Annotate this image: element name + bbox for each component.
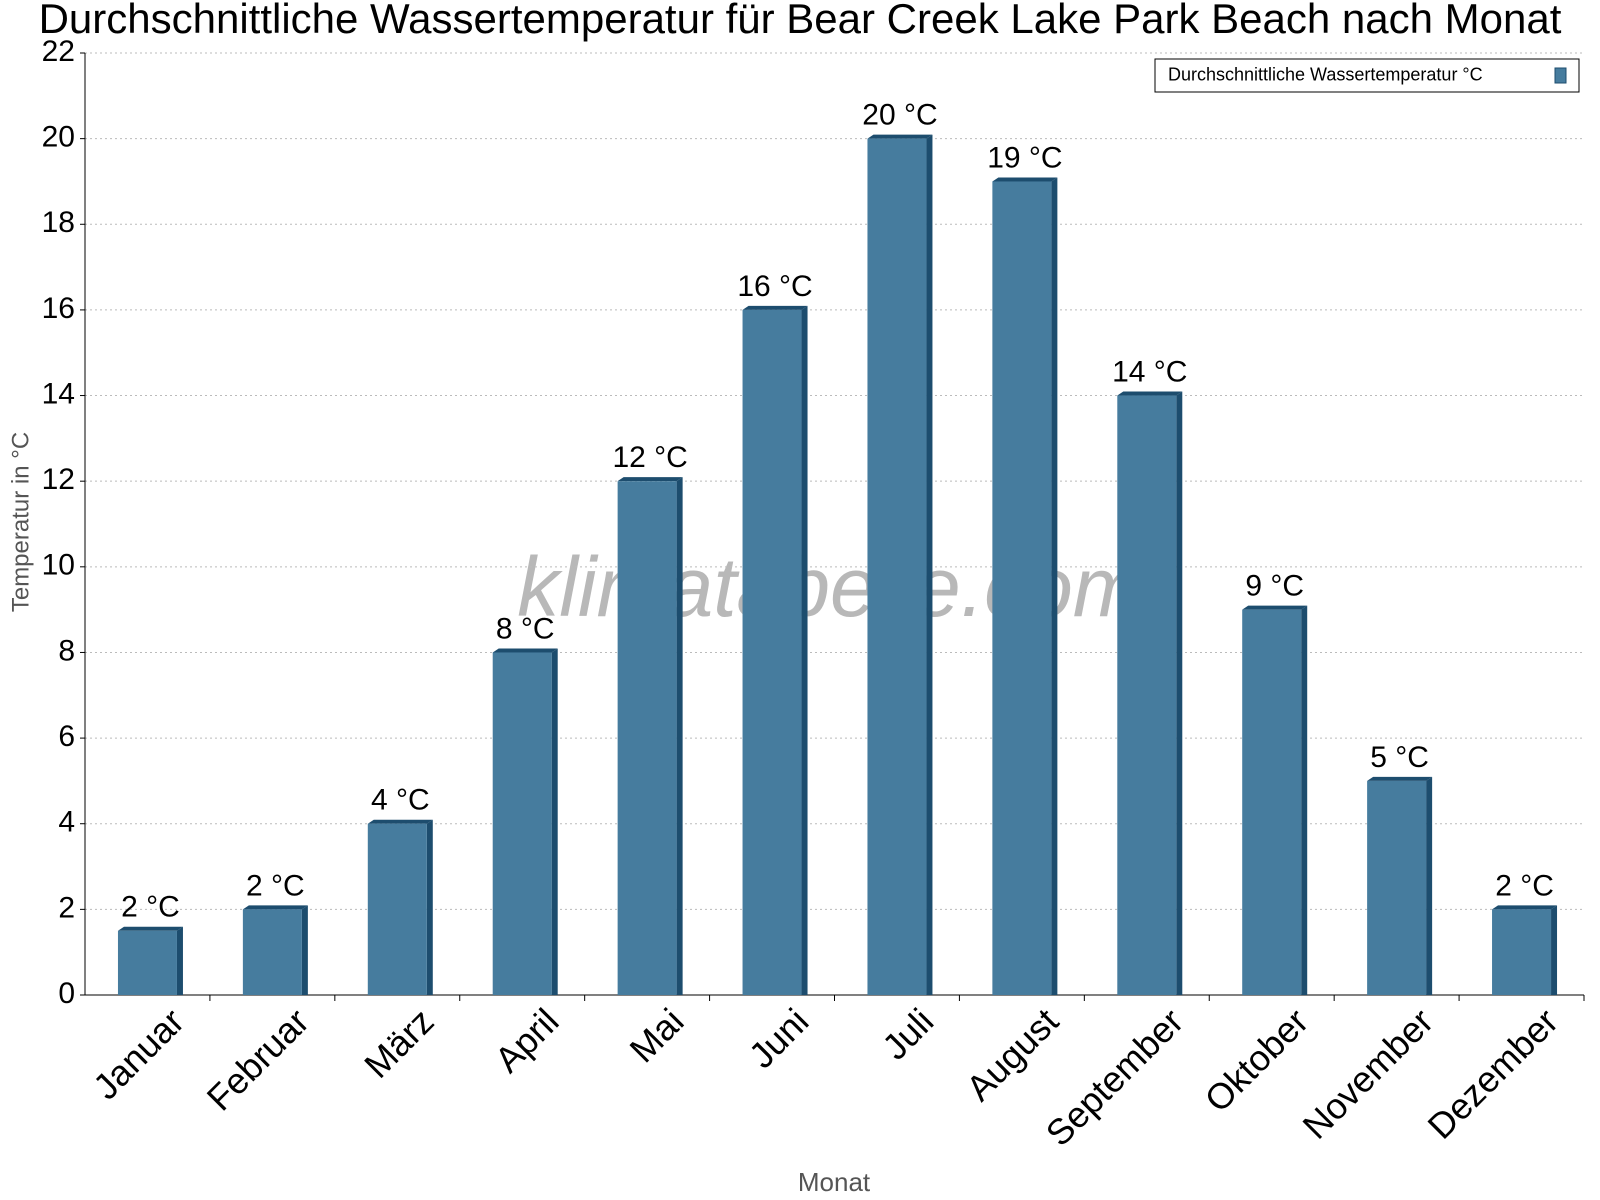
y-tick-label: 16 <box>42 292 75 325</box>
bar-side <box>301 905 308 995</box>
x-tick-label: Mai <box>621 1000 691 1070</box>
bar-side <box>176 926 183 995</box>
y-tick-label: 8 <box>58 634 75 667</box>
y-tick-label: 20 <box>42 121 75 154</box>
y-tick-label: 0 <box>58 977 75 1010</box>
y-tick-label: 22 <box>42 35 75 68</box>
x-tick-label: Januar <box>85 1000 192 1107</box>
bar-top <box>492 648 558 653</box>
value-label: 9 °C <box>1245 570 1304 603</box>
legend-box <box>1154 58 1580 93</box>
bar-top <box>1367 776 1433 781</box>
bar <box>492 652 552 995</box>
bar-top <box>992 177 1058 182</box>
y-tick-label: 4 <box>58 806 75 839</box>
x-tick-label: November <box>1295 1000 1441 1146</box>
bar-side <box>801 305 808 996</box>
bar-top <box>1242 605 1308 610</box>
y-tick-label: 10 <box>42 549 75 582</box>
value-label: 19 °C <box>987 141 1062 174</box>
bar <box>742 309 802 996</box>
x-tick-label: Februar <box>199 1000 317 1118</box>
x-tick-label: Dezember <box>1420 1000 1566 1146</box>
bar-side <box>1051 177 1058 996</box>
bar-top <box>1117 391 1183 396</box>
y-tick-label: 14 <box>42 377 75 410</box>
legend-label: Durchschnittliche Wassertemperatur °C <box>1168 64 1483 84</box>
legend: Durchschnittliche Wassertemperatur °C <box>1154 58 1580 93</box>
bar <box>617 481 677 995</box>
bar-top <box>1492 905 1558 910</box>
legend-swatch <box>1554 67 1567 84</box>
x-tick-label: Oktober <box>1197 1000 1317 1120</box>
x-tick-label: September <box>1038 1000 1192 1154</box>
chart-title: Durchschnittliche Wassertemperatur für B… <box>39 0 1562 42</box>
value-label: 2 °C <box>121 891 180 924</box>
y-tick-label: 2 <box>58 891 75 924</box>
value-label: 4 °C <box>371 784 430 817</box>
bar-side <box>1176 391 1183 996</box>
bar <box>1492 909 1552 995</box>
bar <box>242 909 302 995</box>
y-axis-label: Temperatur in °C <box>7 432 34 612</box>
bar-side <box>1426 776 1433 995</box>
bar <box>992 181 1052 996</box>
bar <box>1242 609 1302 995</box>
x-tick-label: August <box>958 1000 1066 1108</box>
x-tick-label: Juli <box>874 1000 941 1067</box>
value-label: 16 °C <box>737 270 812 303</box>
bar <box>867 138 927 996</box>
bar-top <box>742 305 808 310</box>
bar-side <box>426 819 433 995</box>
value-label: 20 °C <box>862 99 937 132</box>
value-label: 8 °C <box>496 612 555 645</box>
bar-top <box>367 819 433 824</box>
x-tick-label: März <box>356 1000 442 1086</box>
y-tick-label: 6 <box>58 720 75 753</box>
bar-top <box>617 477 683 482</box>
bar <box>117 930 177 995</box>
bar-side <box>551 648 558 995</box>
value-label: 12 °C <box>612 441 687 474</box>
x-axis-label: Monat <box>798 1167 871 1197</box>
bar-side <box>1301 605 1308 995</box>
y-tick-label: 12 <box>42 463 75 496</box>
value-label: 2 °C <box>246 869 305 902</box>
bar <box>1117 395 1177 996</box>
bar <box>1367 780 1427 995</box>
value-label: 2 °C <box>1495 869 1554 902</box>
bar-side <box>1551 905 1558 995</box>
value-label: 5 °C <box>1370 741 1429 774</box>
bar-top <box>867 134 933 139</box>
value-label: 14 °C <box>1112 355 1187 388</box>
bar <box>367 823 427 995</box>
y-tick-label: 18 <box>42 206 75 239</box>
bar-top <box>242 905 308 910</box>
bar-top <box>117 926 183 931</box>
x-tick-label: Juni <box>741 1000 817 1076</box>
bar-side <box>676 477 683 995</box>
x-tick-label: April <box>487 1000 567 1080</box>
bar-side <box>926 134 933 996</box>
